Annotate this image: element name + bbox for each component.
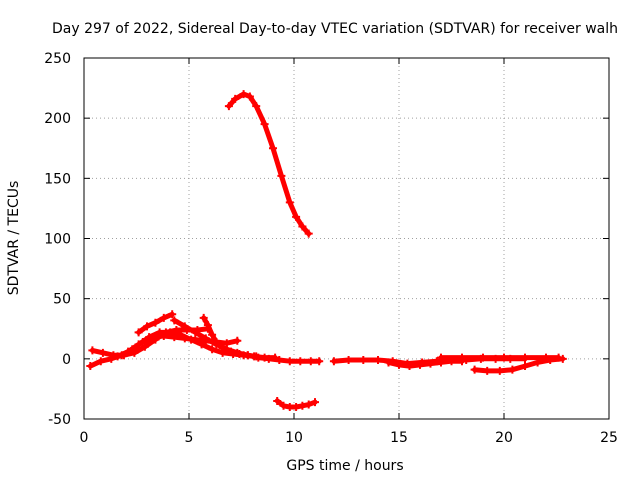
data-point: [208, 345, 217, 354]
data-point: [306, 357, 315, 366]
data-point: [416, 360, 424, 369]
data-point: [426, 359, 435, 368]
data-point: [298, 401, 307, 410]
data-point: [437, 353, 445, 362]
x-tick-label: 15: [390, 430, 408, 446]
y-tick-label: 0: [62, 352, 71, 368]
x-tick-label: 20: [495, 430, 513, 446]
x-axis-label: GPS time / hours: [286, 458, 403, 474]
y-tick-label: 100: [44, 232, 71, 248]
data-point: [239, 90, 248, 99]
data-point: [292, 212, 301, 221]
data-point: [292, 402, 301, 411]
data-point: [521, 362, 529, 371]
data-point: [208, 330, 217, 339]
data-point: [243, 351, 252, 360]
data-point: [479, 353, 487, 362]
data-point: [500, 353, 508, 362]
y-tick-label: 50: [53, 292, 71, 308]
data-point: [304, 400, 313, 409]
data-point: [224, 102, 233, 111]
x-tick-label: 5: [185, 430, 194, 446]
data-point: [298, 222, 307, 231]
data-point: [187, 335, 196, 344]
data-point: [374, 356, 382, 365]
data-point: [311, 398, 319, 407]
data-point: [252, 352, 261, 361]
data-point: [508, 365, 517, 374]
y-axis-label: SDTVAR / TECUs: [6, 181, 22, 296]
data-point: [277, 171, 286, 180]
data-point: [203, 321, 212, 330]
data-point: [88, 346, 97, 355]
x-tick-label: 25: [600, 430, 618, 446]
chart-title: Day 297 of 2022, Sidereal Day-to-day VTE…: [52, 21, 618, 37]
x-tick-label: 0: [80, 430, 89, 446]
data-point: [199, 313, 208, 322]
data-point: [395, 360, 403, 369]
y-tick-label: 250: [44, 51, 71, 67]
data-point: [252, 102, 261, 111]
data-point: [405, 362, 414, 371]
data-point: [275, 356, 284, 365]
x-tick-label: 10: [285, 430, 303, 446]
data-point: [176, 330, 185, 339]
data-point: [458, 353, 466, 362]
data-point: [235, 350, 244, 359]
data-point: [384, 358, 393, 367]
data-point: [470, 365, 479, 374]
data-point: [521, 353, 529, 362]
data-point: [168, 310, 177, 319]
data-point: [315, 357, 324, 366]
data-point: [344, 356, 353, 365]
data-point: [212, 337, 221, 346]
data-point: [170, 316, 179, 325]
data-point: [113, 352, 122, 361]
data-point: [197, 340, 206, 349]
data-point: [273, 396, 282, 405]
data-point: [124, 347, 133, 356]
axis-ticks: 0 5 10 15 20 25 -50 0 50 100 150 200 250: [44, 51, 618, 446]
data-point: [279, 401, 288, 410]
data-point: [96, 357, 105, 366]
data-point: [151, 318, 160, 327]
data-point: [180, 322, 189, 331]
data-point: [359, 356, 368, 365]
data-point: [218, 344, 227, 353]
data-point: [542, 353, 550, 362]
data-point: [483, 366, 492, 375]
data-series: [86, 90, 567, 411]
data-point: [231, 94, 240, 103]
data-point: [134, 328, 143, 337]
data-point: [166, 328, 175, 337]
data-point: [155, 328, 164, 337]
data-point: [159, 313, 168, 322]
data-point: [260, 120, 269, 129]
data-point: [140, 342, 149, 351]
data-point: [227, 347, 235, 356]
data-point: [134, 340, 143, 349]
series-arc-high: [226, 91, 312, 237]
data-point: [201, 334, 210, 343]
data-point: [285, 357, 294, 366]
data-point: [296, 357, 305, 366]
y-tick-label: -50: [48, 412, 71, 428]
data-point: [143, 322, 151, 331]
data-point: [86, 362, 95, 371]
data-point: [495, 366, 504, 375]
data-point: [269, 144, 277, 153]
data-point: [191, 328, 200, 337]
data-point: [329, 357, 338, 366]
data-point: [233, 336, 242, 345]
data-point: [304, 229, 313, 238]
data-point: [245, 92, 254, 101]
y-tick-label: 200: [44, 111, 71, 127]
y-tick-label: 150: [44, 171, 71, 187]
data-point: [98, 348, 107, 357]
data-point: [145, 333, 154, 342]
data-point: [285, 198, 294, 207]
data-point: [264, 354, 273, 363]
data-point: [554, 353, 563, 362]
